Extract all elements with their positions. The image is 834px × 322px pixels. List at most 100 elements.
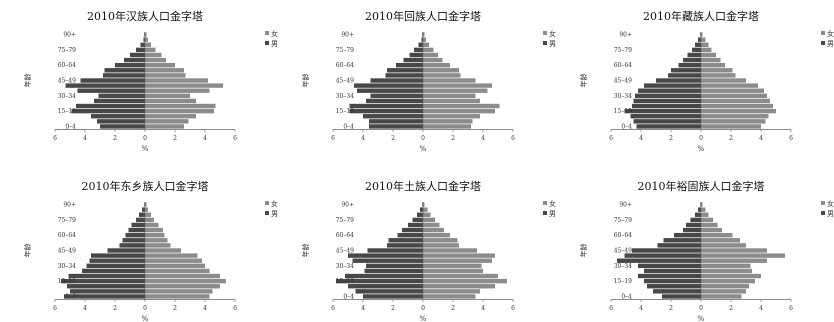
bar-male	[668, 73, 701, 78]
bar-female	[145, 78, 208, 83]
y-tick-label: 60–64	[58, 232, 76, 239]
bar-female	[145, 207, 148, 212]
bar-male	[633, 98, 701, 104]
bar-female	[145, 93, 190, 99]
y-tick-label: 0–4	[621, 293, 632, 300]
bar-female	[145, 52, 162, 58]
y-tick-label: 60–64	[336, 232, 354, 239]
x-tick-label: 0	[143, 305, 147, 312]
bar-female	[423, 62, 450, 68]
chart-panel: 2010年裕固族人口金字塔 6 4 2 0 2 4 6 0–4 15–19 30–34 45–49 60…	[579, 179, 834, 322]
bar-female	[423, 93, 476, 99]
bar-male	[125, 232, 145, 238]
x-tick-label: 2	[669, 305, 673, 312]
bar-female	[701, 268, 752, 274]
x-axis-label: %	[420, 315, 427, 322]
bar-female	[145, 37, 148, 42]
bar-male	[695, 212, 701, 217]
bar-female	[423, 52, 438, 58]
legend-swatch-female	[265, 31, 269, 35]
y-tick-label: 15–19	[58, 108, 76, 115]
y-tick-label: 75–79	[614, 217, 632, 224]
bar-female	[701, 289, 746, 294]
bar-male	[76, 103, 145, 109]
bar-female	[145, 217, 154, 223]
legend-label-female: 女	[271, 29, 278, 38]
bar-male	[700, 32, 701, 37]
bar-male	[662, 294, 701, 299]
bar-male	[349, 103, 423, 109]
bar-male	[355, 289, 423, 294]
legend-swatch-female	[265, 201, 269, 205]
bar-female	[423, 258, 492, 263]
bar-male	[80, 78, 145, 83]
bar-female	[423, 243, 459, 248]
bar-male	[144, 32, 145, 37]
bar-female	[145, 73, 186, 78]
x-tick-label: 4	[203, 135, 207, 142]
bar-male	[657, 243, 701, 248]
bar-female	[145, 62, 175, 68]
bar-male	[354, 83, 423, 88]
y-tick-label: 30–34	[614, 93, 632, 100]
bar-female	[145, 202, 147, 207]
bar-male	[695, 42, 701, 47]
bar-male	[687, 52, 701, 58]
legend-label-female: 女	[549, 29, 556, 38]
y-tick-label: 45–49	[58, 78, 76, 85]
y-tick-label: 15–19	[336, 108, 354, 115]
bar-male	[139, 212, 145, 217]
bar-female	[423, 57, 443, 63]
bar-male	[630, 114, 701, 119]
bar-male	[656, 78, 701, 83]
y-tick-label: 15–19	[614, 108, 632, 115]
bar-female	[145, 278, 226, 284]
bar-female	[423, 278, 507, 284]
x-axis-label: %	[420, 145, 427, 153]
bar-female	[423, 253, 495, 258]
bar-female	[145, 222, 159, 228]
bar-male	[98, 93, 145, 99]
bar-male	[119, 243, 145, 248]
bar-female	[423, 68, 459, 73]
legend-label-male: 男	[271, 40, 278, 48]
bar-female	[145, 243, 171, 248]
bar-male	[617, 258, 701, 263]
x-tick-label: 2	[729, 305, 733, 312]
legend-label-male: 男	[827, 40, 834, 48]
bar-female	[423, 98, 480, 104]
bar-male	[644, 268, 701, 274]
bar-male	[370, 78, 423, 83]
bar-male	[698, 207, 701, 212]
bar-male	[418, 42, 423, 47]
x-tick-label: 6	[609, 305, 613, 312]
chart-panel: 2010年东乡族人口金字塔 6 4 2 0 2 4 6 0–4 15–19 30–34 45–49 60…	[23, 179, 278, 322]
bar-male	[683, 227, 701, 233]
bar-female	[423, 273, 498, 279]
y-tick-label: 30–34	[614, 263, 632, 270]
bar-female	[423, 227, 444, 233]
bar-female	[423, 248, 477, 253]
bar-female	[701, 278, 755, 284]
x-tick-label: 2	[451, 305, 455, 312]
x-axis-label: %	[698, 145, 705, 153]
bar-female	[701, 217, 713, 223]
bar-male	[421, 37, 423, 42]
bar-female	[701, 42, 709, 47]
bar-male	[128, 227, 145, 233]
bar-female	[701, 207, 706, 212]
bar-female	[701, 83, 758, 88]
bar-female	[145, 114, 196, 119]
x-tick-label: 6	[53, 305, 57, 312]
x-tick-label: 6	[511, 135, 515, 142]
y-tick-label: 30–34	[336, 93, 354, 100]
bar-male	[144, 202, 145, 207]
bar-male	[422, 202, 423, 207]
legend-swatch-female	[821, 31, 825, 35]
bar-male	[94, 98, 145, 104]
bar-male	[348, 284, 423, 289]
x-tick-label: 6	[789, 135, 793, 142]
x-tick-label: 4	[481, 135, 485, 142]
bar-male	[369, 119, 423, 124]
